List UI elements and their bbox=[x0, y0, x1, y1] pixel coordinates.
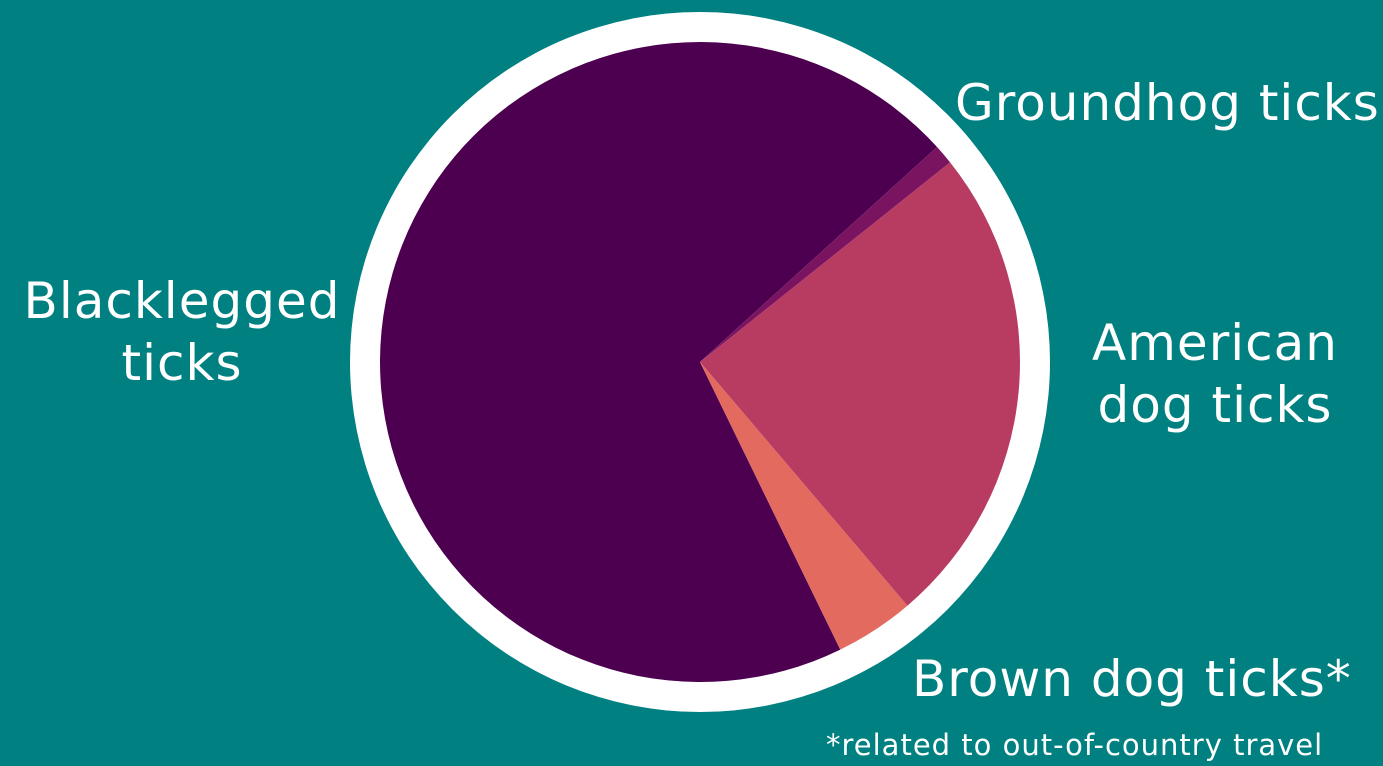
label-groundhog-ticks: Groundhog ticks bbox=[955, 72, 1380, 134]
label-american-line-2: dog ticks bbox=[1097, 376, 1333, 434]
label-brown-line-1: Brown dog ticks* bbox=[912, 650, 1352, 708]
label-groundhog-line-1: Groundhog ticks bbox=[955, 74, 1380, 132]
slice-blacklegged bbox=[379, 42, 938, 683]
label-blacklegged-line-1: Blacklegged bbox=[23, 272, 341, 330]
label-american-line-1: American bbox=[1092, 314, 1338, 372]
label-american-dog-ticks: American dog ticks bbox=[1080, 312, 1350, 436]
label-brown-dog-ticks: Brown dog ticks* bbox=[912, 648, 1352, 710]
slice-groundhog bbox=[700, 147, 951, 362]
label-blacklegged-ticks: Blacklegged ticks bbox=[12, 270, 352, 394]
pie-slices bbox=[379, 42, 1021, 683]
slice-american-dog bbox=[700, 162, 1021, 606]
slice-brown-dog bbox=[700, 362, 908, 650]
label-blacklegged-line-2: ticks bbox=[121, 334, 243, 392]
footnote: *related to out-of-country travel bbox=[826, 728, 1324, 762]
